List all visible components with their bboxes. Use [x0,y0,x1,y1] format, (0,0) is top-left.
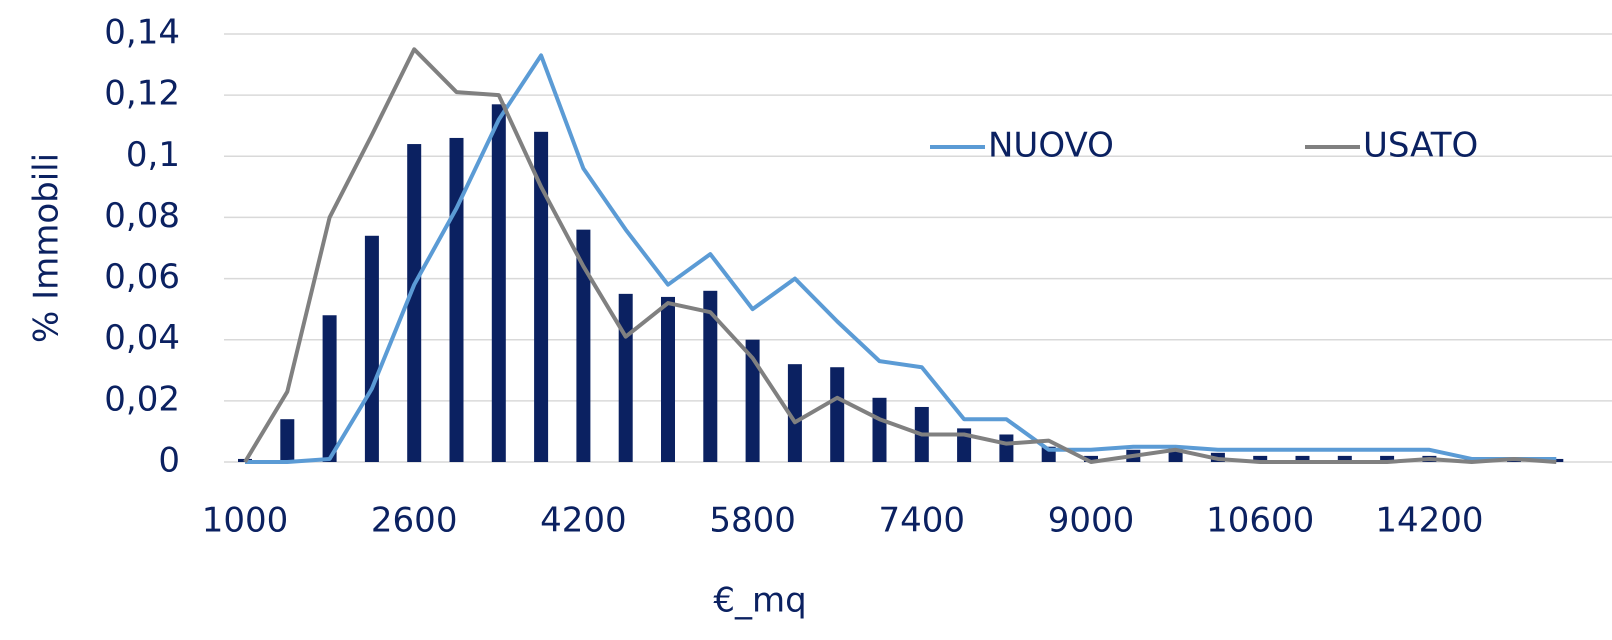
bar [364,235,379,462]
x-tick-label: 5800 [709,501,796,541]
y-tick-label: 0 [158,441,180,481]
x-tick-label: 14200 [1375,501,1483,541]
x-axis-title: €_mq [713,581,806,621]
y-tick-label: 0,08 [104,196,180,236]
x-tick-label: 10600 [1206,501,1314,541]
bar [407,144,422,463]
y-axis-title: % Immobili [27,153,67,343]
bar [449,137,464,462]
bar [280,419,295,462]
bar [1337,455,1352,462]
bar [661,296,675,462]
legend-label: NUOVO [988,126,1114,166]
bar [491,104,506,463]
x-tick-label: 7400 [879,501,966,541]
bar [322,315,337,462]
bar [999,434,1014,462]
bar [703,290,718,462]
bar [872,397,887,462]
y-tick-label: 0,06 [104,257,180,297]
bar [618,293,633,462]
y-tick-label: 0,02 [104,379,180,419]
y-tick-label: 0,1 [126,135,180,175]
x-tick-label: 1000 [202,501,289,541]
bar [830,367,845,462]
bar [1253,455,1268,462]
y-tick-label: 0,14 [104,13,180,53]
bar [534,131,549,463]
y-tick-label: 0,04 [104,318,180,358]
x-tick-label: 2600 [371,501,458,541]
bar [576,229,591,462]
bar [1295,455,1310,462]
line [243,47,1557,464]
bar [1380,455,1395,462]
bar [745,339,760,462]
x-tick-label: 9000 [1048,501,1135,541]
y-tick-label: 0,12 [104,74,180,114]
x-tick-label: 4200 [540,501,627,541]
bar [787,364,802,462]
line [245,53,1557,464]
legend-label: USATO [1363,126,1478,166]
bar [1084,455,1098,462]
